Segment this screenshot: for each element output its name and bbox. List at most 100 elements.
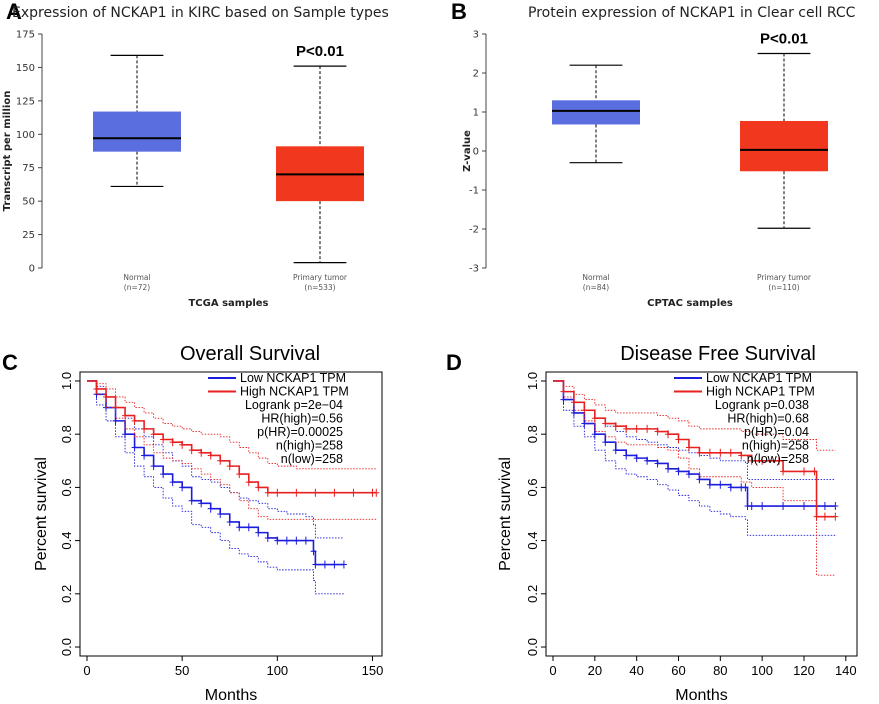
iqr-box: [552, 100, 640, 125]
y-tick-label: 0.4: [525, 532, 540, 550]
censor-mark: [742, 483, 749, 492]
category-count: (n=72): [124, 283, 151, 292]
censor-mark: [612, 446, 619, 455]
panel-label-a: A: [6, 0, 22, 24]
series-high-tpm: [553, 380, 839, 576]
stat-label: n(high)=258: [276, 439, 343, 453]
y-axis-label: Transcript per million: [2, 91, 13, 212]
censor-mark: [312, 488, 319, 497]
plot-frame: [545, 371, 858, 657]
censor-mark: [800, 467, 807, 476]
censor-mark: [169, 478, 176, 487]
censor-mark: [570, 408, 577, 417]
series-high-tpm: [87, 380, 380, 520]
ci-upper-line: [553, 380, 836, 480]
censor-mark: [685, 470, 692, 479]
x-axis-label: Months: [675, 687, 727, 704]
censor-mark: [131, 443, 138, 452]
censor-mark: [112, 416, 119, 425]
censor-mark: [654, 459, 661, 468]
censor-mark: [188, 446, 195, 455]
x-tick-label: 150: [362, 663, 384, 678]
iqr-box: [93, 111, 181, 152]
censor-mark: [654, 427, 661, 436]
censor-mark: [131, 416, 138, 425]
x-tick-label: 100: [751, 663, 773, 678]
box-primary-tumor: Primary tumor(n=110): [740, 52, 828, 292]
panel-label-c: C: [2, 350, 18, 375]
y-tick-label: 0.6: [525, 478, 540, 496]
censor-mark: [160, 435, 167, 444]
censor-mark: [198, 499, 205, 508]
censor-mark: [293, 536, 300, 545]
legend-entry: High NCKAP1 TPM: [240, 385, 349, 399]
y-axis-label: Z-value: [462, 130, 473, 172]
censor-mark: [179, 440, 186, 449]
censor-mark: [198, 448, 205, 457]
box-primary-tumor: Primary tumor(n=533): [276, 65, 364, 292]
stat-label: p(HR)=0.00025: [257, 425, 343, 439]
censor-mark: [780, 467, 787, 476]
ci-upper-line: [553, 380, 836, 451]
censor-mark: [310, 547, 317, 556]
y-tick-label: 0.2: [525, 585, 540, 603]
iqr-box: [740, 120, 828, 172]
panel-label-d: D: [446, 350, 462, 375]
series-low-tpm: [553, 380, 839, 536]
stat-label: Logrank p=2e−04: [245, 398, 343, 412]
significance-label: P<0.01: [760, 31, 808, 48]
x-tick-label: 40: [629, 663, 643, 678]
y-tick-label: 0: [473, 147, 479, 158]
stat-label: n(low)=258: [281, 452, 343, 466]
censor-mark: [633, 454, 640, 463]
censor-mark: [696, 448, 703, 457]
chart-a: Expression of NCKAP1 in KIRC based on Sa…: [2, 5, 389, 309]
panel-label-b: B: [451, 0, 467, 24]
censor-mark: [141, 424, 148, 433]
censor-mark: [591, 414, 598, 423]
y-tick-label: 50: [22, 197, 35, 208]
censor-mark: [602, 419, 609, 428]
censor-mark: [623, 451, 630, 460]
censor-mark: [581, 419, 588, 428]
censor-mark: [832, 502, 839, 511]
censor-mark: [103, 392, 110, 401]
x-tick-label: 120: [793, 663, 815, 678]
censor-mark: [245, 523, 252, 532]
stat-label: n(high)=258: [742, 439, 809, 453]
y-tick-label: 125: [16, 96, 35, 107]
stat-label: HR(high)=0.56: [261, 412, 343, 426]
censor-mark: [373, 488, 380, 497]
censor-mark: [775, 456, 782, 465]
y-tick-label: 0: [29, 264, 35, 275]
censor-mark: [748, 502, 755, 511]
censor-mark: [811, 467, 818, 476]
censor-mark: [675, 435, 682, 444]
ci-lower-line: [87, 380, 344, 595]
censor-mark: [350, 488, 357, 497]
censor-mark: [321, 560, 328, 569]
x-tick-label: 60: [671, 663, 685, 678]
y-tick-label: 75: [22, 163, 35, 174]
censor-mark: [207, 504, 214, 513]
x-tick-label: 140: [835, 663, 857, 678]
x-tick-label: 0: [83, 663, 90, 678]
censor-mark: [591, 430, 598, 439]
censor-mark: [312, 560, 319, 569]
chart-title: Protein expression of NCKAP1 in Clear ce…: [528, 5, 856, 21]
censor-mark: [293, 488, 300, 497]
y-tick-label: 0.4: [59, 532, 74, 550]
censor-mark: [122, 411, 129, 420]
censor-mark: [612, 422, 619, 431]
ci-upper-line: [87, 380, 377, 470]
category-count: (n=84): [583, 283, 610, 292]
censor-mark: [821, 512, 828, 521]
censor-mark: [179, 483, 186, 492]
censor-mark: [560, 395, 567, 404]
censor-mark: [706, 480, 713, 489]
censor-mark: [122, 430, 129, 439]
censor-mark: [188, 496, 195, 505]
ci-lower-line: [553, 380, 836, 536]
